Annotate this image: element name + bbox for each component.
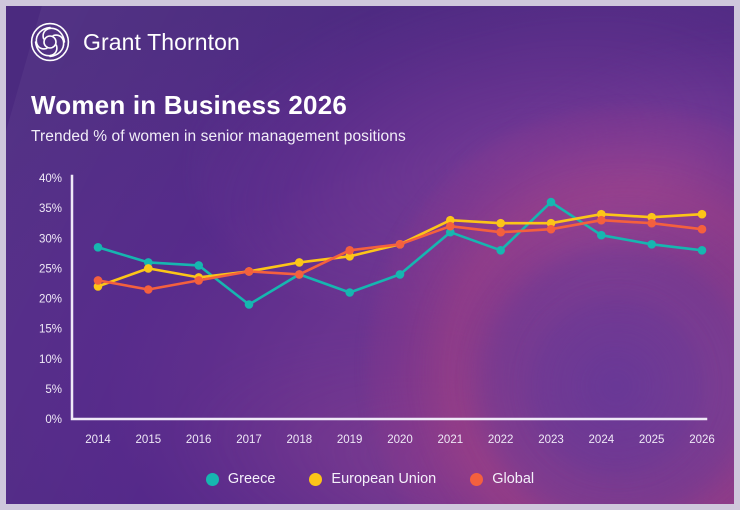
data-point [446, 227, 455, 237]
data-point [93, 282, 103, 291]
data-point [244, 267, 254, 276]
y-axis-tick-label: 25% [39, 263, 62, 275]
data-point [395, 240, 405, 249]
data-point [597, 230, 606, 240]
x-axis-tick-label: 2023 [538, 434, 564, 446]
x-axis-tick-label: 2018 [287, 434, 313, 446]
x-axis-tick-label: 2016 [186, 434, 212, 446]
x-axis-tick-label: 2017 [236, 434, 262, 446]
x-axis-tick-label: 2014 [85, 434, 111, 446]
data-point [93, 243, 103, 252]
page-subtitle: Trended % of women in senior management … [31, 128, 406, 145]
x-axis-tick-label: 2022 [488, 434, 514, 446]
y-axis-tick-label: 30% [39, 233, 62, 245]
data-point [345, 252, 355, 261]
x-axis-tick-label: 2020 [387, 434, 413, 446]
series-line-global [96, 218, 704, 291]
x-axis-tick-label: 2019 [337, 434, 363, 446]
series-line-greece [96, 200, 704, 306]
y-axis-tick-label: 0% [45, 414, 62, 426]
legend-swatch-icon [309, 472, 323, 486]
legend-item-global[interactable]: Global [470, 471, 534, 487]
y-axis-tick-label: 15% [39, 324, 62, 336]
data-point [144, 258, 153, 267]
data-point [345, 288, 355, 297]
legend-label: Greece [227, 471, 276, 487]
x-axis-tick-label: 2021 [438, 434, 464, 446]
card-body: Grant Thornton Women in Business 2026 Tr… [6, 6, 734, 504]
data-point [93, 276, 103, 285]
data-point [194, 261, 203, 270]
data-point [295, 270, 304, 279]
data-point [194, 276, 203, 285]
data-point [395, 270, 405, 279]
y-axis-tick-label: 20% [39, 294, 62, 306]
data-point [446, 221, 455, 231]
legend-swatch-icon [470, 472, 484, 486]
data-point [546, 197, 556, 207]
legend-item-greece[interactable]: Greece [205, 471, 276, 487]
x-axis-tick-label: 2015 [136, 434, 162, 446]
x-axis-tick-label: 2024 [589, 434, 615, 446]
chart-axes [70, 174, 708, 421]
data-point [496, 246, 506, 255]
line-chart: 0% 5% 10% 15% 20% 25% 30% 35% 40% 2014 2015 2016 201… [39, 173, 715, 446]
x-axis-tick-label: 2026 [689, 434, 715, 446]
chart-legend: Greece European Union Global [6, 471, 734, 487]
data-point [697, 224, 707, 234]
data-point [496, 218, 506, 228]
data-point [144, 264, 153, 273]
brand-name: Grant Thornton [83, 28, 240, 55]
page-title: Women in Business 2026 [31, 90, 348, 120]
data-point [446, 215, 455, 225]
y-axis-tick-label: 35% [39, 203, 62, 215]
data-point [647, 218, 656, 228]
data-point [496, 227, 506, 237]
data-point [597, 209, 606, 219]
data-point [144, 285, 153, 294]
y-axis-tick-label: 40% [39, 173, 62, 185]
data-point [345, 246, 355, 255]
data-point [295, 258, 304, 267]
legend-label: Global [492, 471, 535, 487]
x-axis-tick-label: 2025 [639, 434, 665, 446]
grant-thornton-swirl-icon [30, 22, 70, 62]
data-point [697, 209, 707, 219]
data-point [647, 240, 656, 249]
brand-logo: Grant Thornton [30, 22, 240, 62]
y-axis-tick-label: 5% [45, 384, 62, 396]
data-point [546, 224, 556, 234]
data-point [597, 215, 606, 225]
data-point [647, 212, 656, 222]
legend-swatch-icon [205, 472, 219, 486]
y-axis-tick-label: 10% [39, 354, 62, 366]
data-point [697, 246, 707, 255]
data-point [244, 300, 254, 309]
data-point [546, 218, 556, 228]
legend-label: European Union [331, 471, 437, 487]
legend-item-european-union[interactable]: European Union [309, 471, 436, 487]
